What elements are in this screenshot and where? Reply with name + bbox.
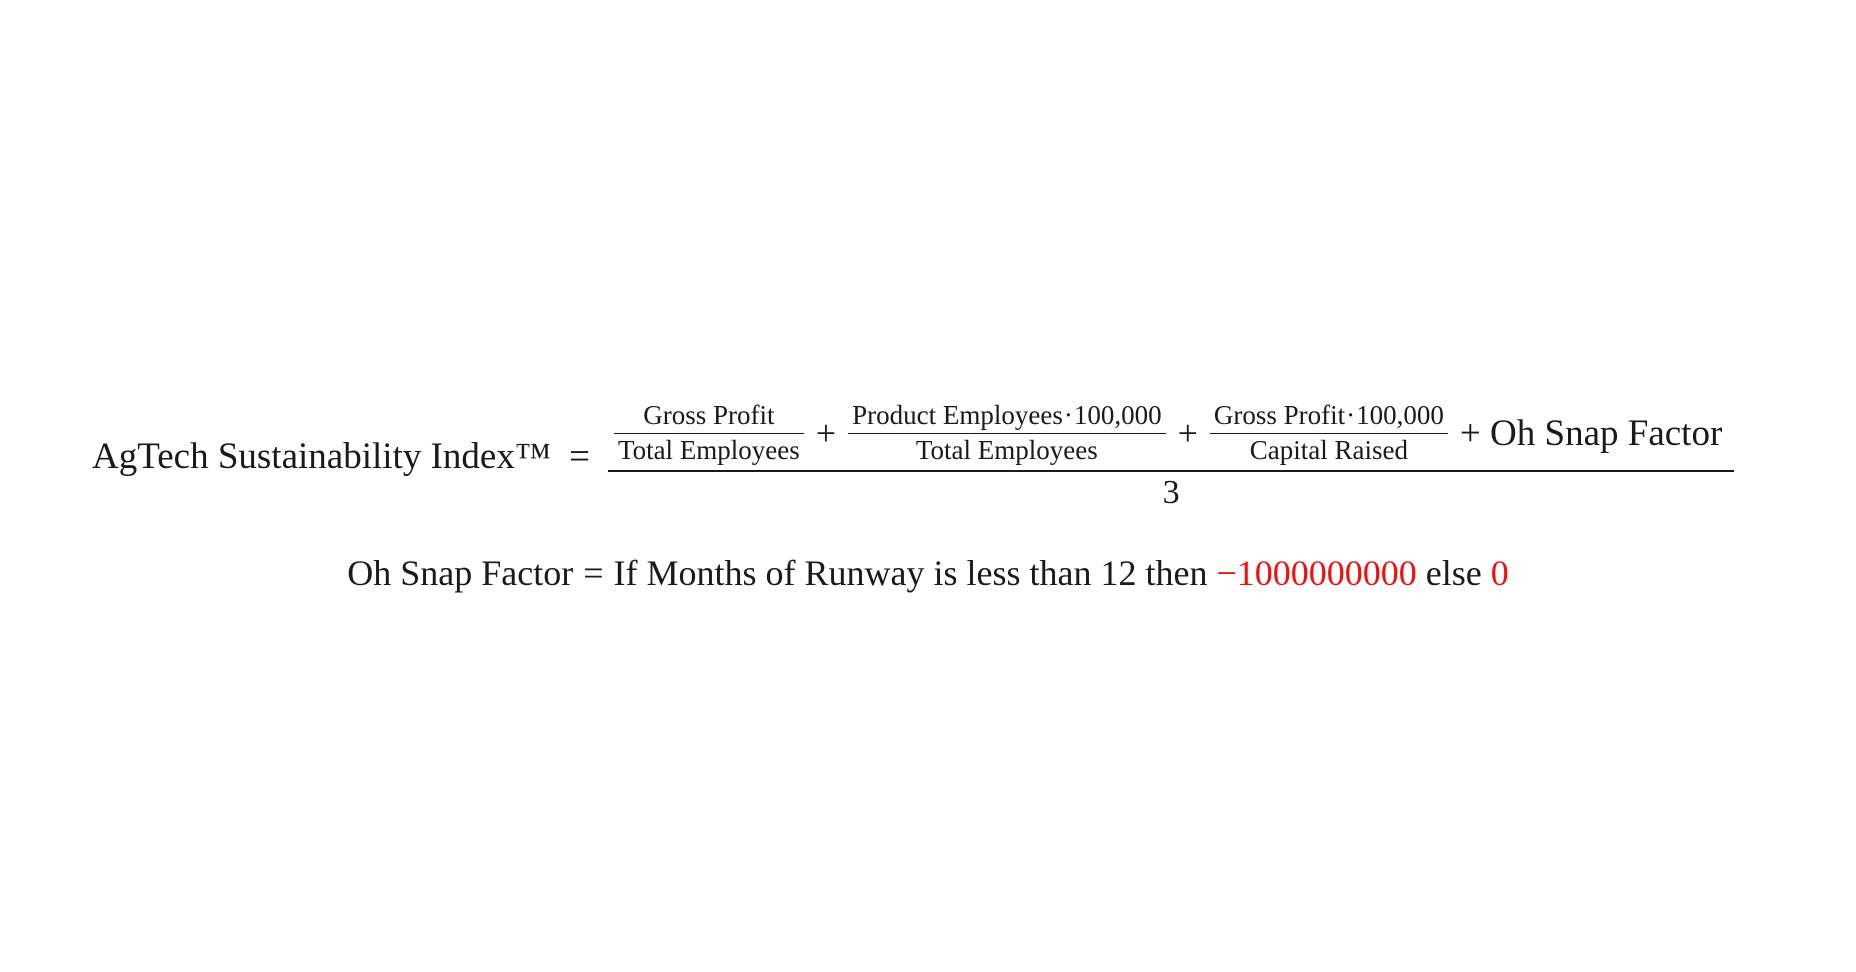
term1-numerator: Gross Profit bbox=[643, 400, 775, 430]
term-gross-profit-per-capital: Gross Profit·100,000 Capital Raised bbox=[1209, 400, 1448, 466]
formula-lhs: AgTech Sustainability Index™ bbox=[92, 435, 552, 477]
main-fraction: Gross Profit Total Employees + Product E… bbox=[607, 400, 1735, 512]
main-numerator: Gross Profit Total Employees + Product E… bbox=[608, 400, 1734, 470]
term-gross-profit-per-employee: Gross Profit Total Employees bbox=[613, 400, 804, 466]
else-value: 0 bbox=[1490, 553, 1509, 593]
oh-snap-factor-definition: Oh Snap Factor = If Months of Runway is le… bbox=[0, 552, 1856, 594]
term3-cdot: · bbox=[1346, 400, 1356, 430]
definition-lhs: Oh Snap Factor bbox=[347, 553, 574, 593]
plus-operator-2: + bbox=[1177, 413, 1198, 454]
main-fraction-bar bbox=[607, 470, 1735, 473]
plus-operator-1: + bbox=[815, 413, 837, 454]
equals-sign: = bbox=[569, 435, 590, 477]
term2-fraction-bar bbox=[848, 433, 1166, 435]
term-product-employee-ratio: Product Employees·100,000 Total Employee… bbox=[848, 400, 1166, 466]
oh-snap-factor-term: + Oh Snap Factor bbox=[1459, 412, 1723, 454]
term1-fraction-bar bbox=[613, 433, 804, 435]
term2-numerator-b: 100,000 bbox=[1073, 400, 1162, 430]
term3-numerator-b: 100,000 bbox=[1356, 400, 1444, 430]
term3-fraction-bar bbox=[1209, 433, 1448, 435]
then-value: −1000000000 bbox=[1216, 553, 1417, 593]
term3-numerator-a: Gross Profit bbox=[1213, 400, 1346, 430]
term3-numerator: Gross Profit·100,000 bbox=[1210, 400, 1448, 433]
term2-numerator-a: Product Employees bbox=[852, 400, 1063, 430]
main-denominator: 3 bbox=[1162, 474, 1180, 512]
term2-cdot: · bbox=[1063, 400, 1073, 430]
term2-denominator: Total Employees bbox=[915, 435, 1098, 466]
term3-denominator: Capital Raised bbox=[1249, 435, 1408, 466]
else-word: else bbox=[1425, 553, 1482, 593]
term1-denominator: Total Employees bbox=[617, 435, 800, 466]
definition-equals: = bbox=[583, 553, 604, 593]
term2-numerator: Product Employees·100,000 bbox=[848, 400, 1165, 433]
main-formula: AgTech Sustainability Index™ = Gross Pro… bbox=[92, 400, 1735, 512]
definition-condition: If Months of Runway is less than 12 then bbox=[613, 553, 1208, 593]
